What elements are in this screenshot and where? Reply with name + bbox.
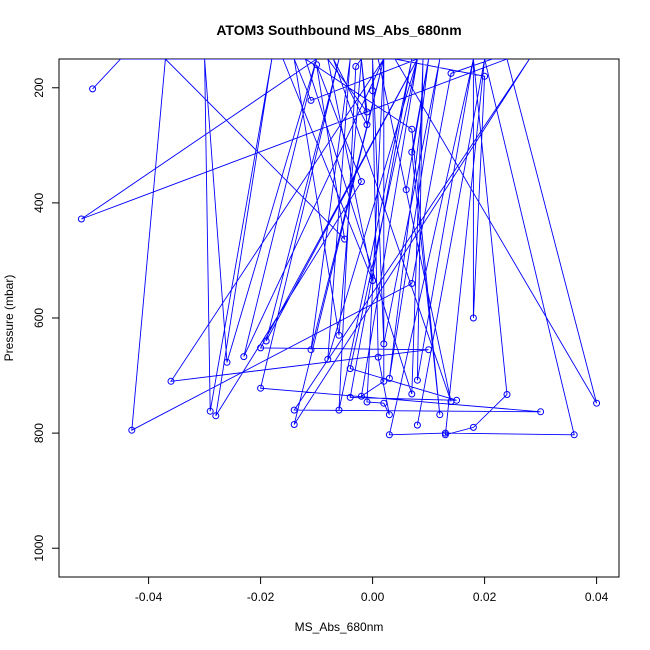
data-point	[363, 121, 371, 129]
chart-title: ATOM3 Southbound MS_Abs_680nm	[216, 22, 461, 38]
data-point	[469, 423, 477, 431]
data-point	[167, 377, 175, 385]
data-point	[402, 186, 410, 194]
data-point	[408, 390, 416, 398]
x-tick-label: -0.02	[247, 590, 275, 604]
series-group	[77, 59, 601, 439]
series-line	[81, 59, 598, 436]
data-point	[380, 399, 388, 407]
y-tick-label: 200	[32, 77, 46, 97]
data-point	[363, 398, 371, 406]
data-point	[369, 87, 377, 95]
data-point	[341, 235, 349, 243]
data-point	[335, 331, 343, 339]
data-point	[262, 337, 270, 345]
data-point	[240, 353, 248, 361]
data-point	[385, 431, 393, 439]
x-tick-label: 0.04	[585, 590, 609, 604]
data-point	[346, 393, 354, 401]
data-point	[447, 69, 455, 77]
x-tick-label: 0.00	[361, 590, 385, 604]
data-point	[537, 408, 545, 416]
data-point	[363, 108, 371, 116]
data-point	[380, 340, 388, 348]
data-point	[425, 346, 433, 354]
data-point	[257, 344, 265, 352]
data-point	[89, 85, 97, 93]
y-tick-label: 800	[32, 423, 46, 443]
data-point	[408, 125, 416, 133]
data-point	[570, 431, 578, 439]
x-tick-label: -0.04	[135, 590, 163, 604]
x-axis: -0.04 -0.02 0.00 0.02 0.04	[135, 576, 609, 604]
plot-frame	[58, 58, 620, 578]
data-point	[77, 215, 85, 223]
data-point	[206, 407, 214, 415]
data-point	[128, 426, 136, 434]
data-point	[385, 374, 393, 382]
data-point	[335, 406, 343, 414]
y-axis: 200 400 600 800 1000	[32, 77, 60, 562]
y-tick-label: 600	[32, 308, 46, 328]
data-point	[357, 392, 365, 400]
data-point	[503, 391, 511, 398]
x-axis-label: MS_Abs_680nm	[295, 620, 384, 634]
data-point	[346, 365, 354, 373]
plot-area	[58, 58, 620, 578]
data-point	[413, 421, 421, 429]
data-point	[307, 346, 315, 354]
y-axis-label: Pressure (mbar)	[2, 275, 16, 362]
data-point	[313, 61, 321, 69]
y-tick-label: 1000	[32, 535, 46, 562]
data-point	[593, 399, 601, 407]
data-point	[290, 421, 298, 428]
data-point	[436, 411, 444, 419]
data-point	[374, 353, 382, 361]
data-point	[369, 277, 377, 285]
data-point	[481, 72, 489, 80]
data-point	[223, 358, 231, 366]
data-point	[212, 412, 220, 420]
x-tick-label: 0.02	[473, 590, 497, 604]
data-point	[324, 355, 332, 363]
data-point	[408, 280, 416, 287]
data-point	[408, 148, 416, 156]
data-point	[357, 178, 365, 186]
data-point	[257, 384, 265, 392]
data-point	[380, 377, 388, 385]
data-point	[441, 431, 449, 439]
data-point	[385, 411, 393, 419]
data-point	[307, 96, 315, 104]
data-point	[413, 376, 421, 384]
data-point	[447, 398, 455, 405]
y-tick-label: 400	[32, 193, 46, 213]
data-point	[469, 314, 477, 322]
data-point	[290, 406, 298, 414]
data-point	[352, 63, 360, 70]
